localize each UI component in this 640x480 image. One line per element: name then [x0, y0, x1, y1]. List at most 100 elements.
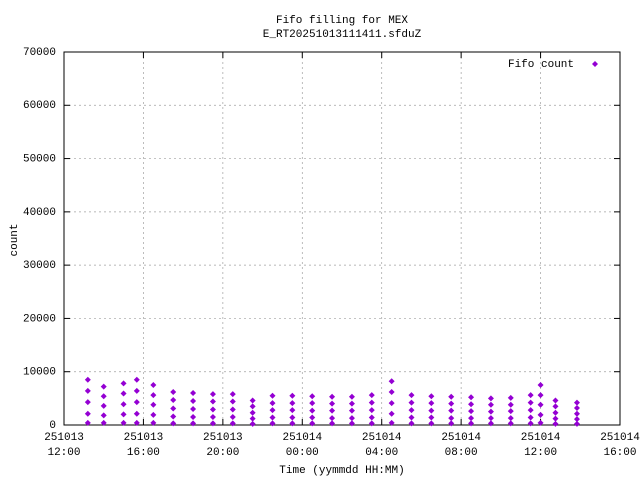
x-tick-label: 251014	[441, 432, 481, 444]
data-point	[170, 388, 177, 395]
data-point	[448, 407, 455, 414]
x-tick-label: 16:00	[603, 447, 636, 459]
y-tick-label: 30000	[23, 260, 56, 272]
data-point	[368, 399, 375, 406]
y-tick-label: 60000	[23, 100, 56, 112]
data-point	[428, 420, 435, 427]
data-point	[190, 420, 197, 427]
data-point	[507, 415, 514, 422]
data-point	[348, 420, 355, 427]
data-point	[100, 383, 107, 390]
data-point	[388, 410, 395, 417]
data-point	[428, 400, 435, 407]
data-point	[249, 415, 256, 422]
data-point	[170, 413, 177, 420]
x-tick-label: 251014	[362, 432, 402, 444]
x-axis-label: Time (yymmdd HH:MM)	[279, 465, 404, 477]
data-point	[468, 394, 475, 401]
data-point	[269, 420, 276, 427]
data-point	[249, 403, 256, 410]
x-tick-label: 251014	[521, 432, 561, 444]
data-point	[289, 392, 296, 399]
data-point	[368, 407, 375, 414]
data-point	[527, 392, 534, 399]
data-point	[309, 407, 316, 414]
data-point	[527, 399, 534, 406]
data-point	[487, 401, 494, 408]
data-point	[150, 411, 157, 418]
data-point	[573, 399, 580, 406]
data-point	[552, 409, 559, 416]
data-point	[229, 414, 236, 421]
data-point	[329, 415, 336, 422]
data-point	[209, 420, 216, 427]
data-point	[100, 402, 107, 409]
data-point	[507, 394, 514, 401]
legend-marker	[592, 61, 598, 67]
data-point	[249, 420, 256, 427]
data-point	[468, 415, 475, 422]
data-point	[289, 420, 296, 427]
data-point	[100, 412, 107, 419]
data-point	[368, 414, 375, 421]
data-point	[150, 419, 157, 426]
data-point	[527, 407, 534, 414]
data-point	[329, 400, 336, 407]
x-tick-label: 12:00	[524, 447, 557, 459]
x-tick-label: 00:00	[286, 447, 319, 459]
data-point	[269, 414, 276, 421]
data-point	[100, 393, 107, 400]
data-point	[552, 415, 559, 422]
data-point	[120, 419, 127, 426]
data-point	[120, 411, 127, 418]
data-point	[133, 419, 140, 426]
data-point	[84, 399, 91, 406]
data-point	[249, 397, 256, 404]
data-point	[269, 400, 276, 407]
data-point	[289, 414, 296, 421]
data-point	[573, 410, 580, 417]
x-tick-label: 08:00	[445, 447, 478, 459]
data-point	[487, 395, 494, 402]
data-point	[120, 380, 127, 387]
data-point	[507, 401, 514, 408]
data-point	[487, 420, 494, 427]
data-point	[537, 392, 544, 399]
y-axis-label: count	[9, 223, 21, 256]
plot-border	[63, 51, 621, 426]
data-point	[209, 414, 216, 421]
data-point	[348, 393, 355, 400]
data-point	[133, 376, 140, 383]
data-point	[428, 393, 435, 400]
y-tick-label: 20000	[23, 313, 56, 325]
data-point	[573, 416, 580, 423]
data-point	[309, 400, 316, 407]
data-point	[552, 403, 559, 410]
data-point	[84, 419, 91, 426]
data-point	[408, 407, 415, 414]
data-point	[388, 378, 395, 385]
y-tick-label: 10000	[23, 367, 56, 379]
data-point	[368, 392, 375, 399]
data-point	[100, 419, 107, 426]
data-point	[170, 420, 177, 427]
data-point	[468, 420, 475, 427]
data-point	[448, 415, 455, 422]
x-tick-label: 12:00	[47, 447, 80, 459]
x-tick-label: 16:00	[127, 447, 160, 459]
data-point	[428, 414, 435, 421]
data-point	[190, 390, 197, 397]
data-point	[249, 409, 256, 416]
x-tick-label: 251013	[124, 432, 164, 444]
x-tick-label: 251013	[44, 432, 84, 444]
data-point	[507, 420, 514, 427]
x-tick-label: 04:00	[365, 447, 398, 459]
data-point	[487, 408, 494, 415]
data-point	[309, 420, 316, 427]
data-point	[309, 393, 316, 400]
data-point	[84, 376, 91, 383]
data-point	[209, 398, 216, 405]
data-point	[289, 400, 296, 407]
data-point	[229, 406, 236, 413]
data-point	[537, 419, 544, 426]
